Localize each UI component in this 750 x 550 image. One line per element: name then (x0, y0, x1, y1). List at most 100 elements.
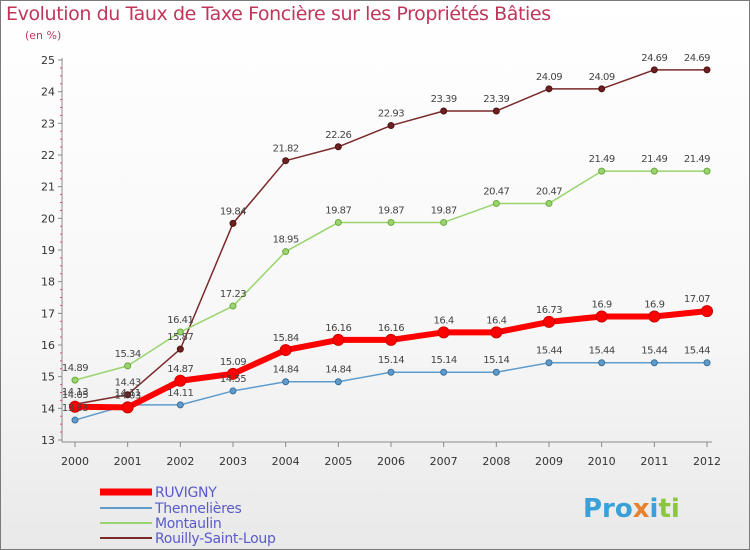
data-label: 21.49 (641, 154, 667, 165)
data-label: 14.11 (115, 388, 141, 399)
data-label: 16.73 (536, 305, 562, 316)
data-label: 14.43 (115, 378, 141, 389)
data-label: 15.44 (536, 346, 562, 357)
data-label: 16.16 (378, 323, 404, 334)
y-tick-label: 16 (41, 339, 55, 352)
x-tick-label: 2004 (272, 455, 300, 468)
data-point (174, 374, 187, 387)
data-point (650, 359, 658, 367)
data-point (229, 302, 237, 310)
data-label: 15.44 (641, 346, 667, 357)
y-tick-label: 18 (41, 276, 55, 289)
brand-logo: Proxiti (583, 494, 680, 524)
y-tick-label: 14 (41, 402, 55, 415)
data-point (387, 218, 395, 226)
data-point (332, 333, 345, 346)
brand-part: ti (658, 494, 679, 524)
x-tick-label: 2012 (693, 455, 721, 468)
data-label: 14.84 (273, 365, 299, 376)
legend-label: Thennelières (154, 501, 242, 517)
data-point (282, 157, 290, 165)
chart-title: Evolution du Taux de Taxe Foncière sur l… (6, 3, 551, 25)
data-label: 24.69 (641, 53, 667, 64)
data-point (229, 387, 237, 395)
data-point (650, 167, 658, 175)
data-point (703, 167, 711, 175)
x-tick-label: 2011 (640, 455, 668, 468)
data-point (440, 218, 448, 226)
data-label: 24.09 (536, 72, 562, 83)
y-tick-label: 22 (41, 149, 55, 162)
data-label: 16.9 (644, 300, 664, 311)
data-label: 14.13 (62, 387, 88, 398)
data-point (227, 367, 239, 380)
data-point (545, 199, 553, 207)
data-label: 19.84 (220, 206, 246, 217)
data-label: 15.34 (115, 349, 141, 360)
data-point (69, 400, 81, 413)
data-point (71, 416, 79, 424)
y-tick-label: 21 (41, 181, 55, 194)
x-tick-label: 2006 (377, 455, 405, 468)
data-label: 14.55 (220, 374, 246, 385)
y-tick-label: 24 (41, 86, 55, 99)
x-tick-label: 2002 (166, 455, 194, 468)
data-point (279, 344, 292, 357)
data-label: 15.44 (589, 346, 615, 357)
data-label: 14.05 (62, 390, 88, 401)
data-label: 13.63 (62, 403, 88, 414)
data-label: 16.4 (486, 315, 506, 326)
data-label: 16.41 (167, 315, 193, 326)
y-tick-label: 19 (41, 244, 55, 257)
data-point (176, 345, 184, 353)
data-point (650, 66, 658, 74)
x-tick-label: 2001 (114, 455, 142, 468)
data-point (492, 107, 500, 115)
data-label: 15.09 (220, 357, 246, 368)
data-point (176, 328, 184, 336)
data-label: 14.87 (167, 364, 193, 375)
data-point (701, 305, 713, 318)
data-label: 19.87 (378, 205, 404, 216)
x-tick-label: 2000 (61, 455, 89, 468)
data-label: 22.93 (378, 109, 404, 120)
data-label: 15.84 (273, 333, 299, 344)
data-point (124, 362, 132, 370)
data-label: 16.9 (592, 300, 612, 311)
data-point (385, 333, 397, 346)
data-point (492, 368, 500, 376)
data-label: 14.89 (62, 363, 88, 374)
data-point (176, 401, 184, 409)
data-point (703, 66, 711, 74)
data-label: 19.87 (325, 205, 351, 216)
data-label: 17.07 (684, 294, 710, 305)
data-label: 14.11 (167, 388, 193, 399)
data-point (121, 401, 134, 414)
data-label: 19.87 (431, 205, 457, 216)
legend-label: Montaulin (155, 516, 221, 532)
data-label: 16.4 (434, 315, 454, 326)
brand-part: i (650, 494, 659, 524)
data-point (545, 359, 553, 367)
data-point (282, 378, 290, 386)
y-tick-label: 23 (41, 117, 55, 130)
data-point (282, 248, 290, 256)
data-label: 23.39 (431, 94, 457, 105)
x-tick-label: 2003 (219, 455, 247, 468)
data-label: 20.47 (483, 186, 509, 197)
data-point (71, 376, 79, 384)
data-point (124, 391, 132, 399)
data-label: 15.14 (378, 355, 404, 366)
data-label: 14.03 (115, 390, 141, 401)
legend-label: RUVIGNY (155, 485, 217, 501)
data-point (648, 310, 661, 323)
y-tick-label: 13 (41, 434, 55, 447)
data-point (334, 378, 342, 386)
brand-part: x (633, 494, 650, 524)
data-point (440, 107, 448, 115)
data-label: 20.47 (536, 186, 562, 197)
data-point (598, 359, 606, 367)
data-label: 15.44 (684, 346, 710, 357)
